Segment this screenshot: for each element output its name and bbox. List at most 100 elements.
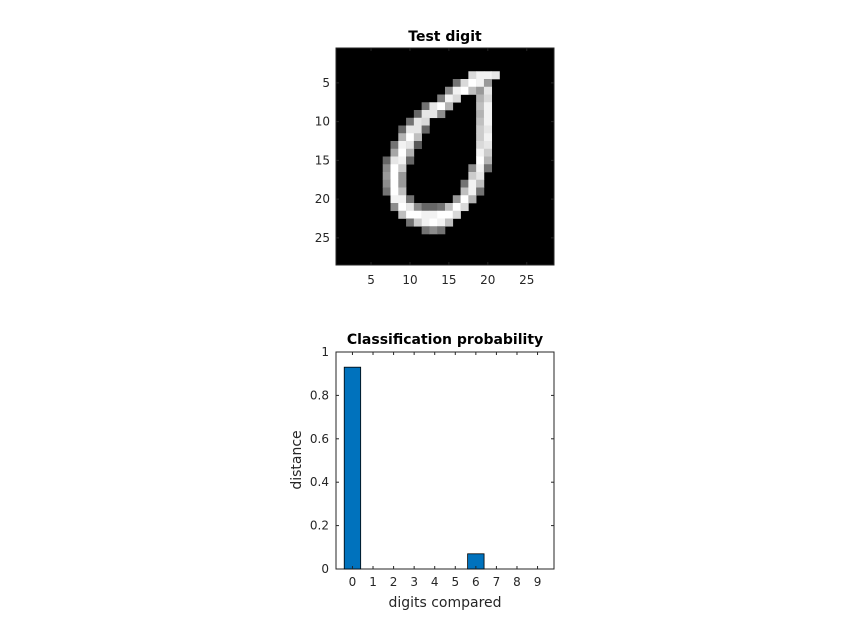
image-pixel [421,110,430,119]
image-pixel [483,86,493,95]
image-pixel [476,86,485,95]
image-y-axis: 5 10 15 20 25 [315,76,554,245]
image-x-axis: 5 10 15 20 25 [367,48,534,287]
bar-y-tick-label: 0.4 [310,475,329,489]
image-pixel [445,210,454,219]
test-digit-title: Test digit [408,29,482,45]
image-pixel [406,125,415,134]
image-pixel [476,125,485,134]
image-pixel [483,102,493,111]
bar-y-axis: 0 0.2 0.4 0.6 0.8 1 [310,345,554,576]
image-pixel [382,172,391,181]
image-pixel [483,79,493,88]
image-pixel [382,187,391,196]
image-pixel [398,156,407,165]
image-pixel [413,133,422,142]
image-y-tick-label: 25 [315,231,330,245]
image-pixel [429,203,438,212]
image-pixel [476,110,485,119]
image-pixel [406,117,415,126]
image-pixel [382,156,391,165]
image-pixel [421,210,430,219]
bar-y-tick-label: 1 [321,345,329,359]
digit-image [382,71,500,235]
image-pixel [452,203,461,212]
bar-x-tick-label: 1 [369,575,377,589]
image-pixel [398,148,407,157]
image-pixel [398,203,407,212]
image-pixel [398,210,407,219]
image-pixel [398,187,407,196]
image-pixel [483,94,493,103]
image-pixel [429,210,438,219]
image-pixel [468,187,477,196]
classification-title: Classification probability [347,332,543,348]
image-pixel [390,164,399,173]
image-pixel [445,203,454,212]
image-pixel [483,110,493,119]
image-pixel [382,164,391,173]
image-x-tick-label: 15 [441,273,456,287]
image-pixel [476,133,485,142]
image-pixel [452,195,461,204]
bar-x-tick-label: 6 [472,575,480,589]
image-pixel [398,172,407,181]
bar-x-tick-label: 2 [390,575,398,589]
image-pixel [468,86,477,95]
image-pixel [382,179,391,188]
image-y-tick-label: 10 [315,115,330,129]
image-pixel [437,110,446,119]
image-pixel [406,203,415,212]
image-pixel [390,148,399,157]
image-pixel [476,141,485,150]
image-pixel [429,226,438,235]
image-pixel [390,195,399,204]
image-pixel [460,187,469,196]
image-pixel [406,141,415,150]
bar-y-tick-label: 0.6 [310,432,329,446]
bar-y-tick-label: 0.2 [310,519,329,533]
image-frame [335,47,555,266]
image-pixel [406,218,415,227]
image-pixel [476,164,485,173]
bar-plot-area [335,351,555,570]
image-x-tick-label: 20 [480,273,495,287]
image-pixel [398,141,407,150]
image-pixel [483,164,493,173]
image-pixel [406,156,415,165]
image-pixel [445,86,454,95]
image-pixel [406,210,415,219]
image-pixel [445,94,454,103]
image-pixel [476,148,485,157]
image-pixel [413,218,422,227]
bar-y-tick-label: 0 [321,562,329,576]
image-pixel [476,71,485,80]
image-pixel [476,102,485,111]
image-x-tick-label: 25 [519,273,534,287]
bar-x-tick-label: 4 [431,575,439,589]
image-pixel [452,79,461,88]
bar-x-tick-label: 0 [349,575,357,589]
image-pixel [476,172,485,181]
image-pixel [406,195,415,204]
image-pixel [468,179,477,188]
image-pixel [429,110,438,119]
image-pixel [421,203,430,212]
image-y-tick-label: 5 [322,76,330,90]
image-pixel [421,117,430,126]
image-pixel [398,195,407,204]
image-pixel [421,218,430,227]
image-pixel [468,164,477,173]
image-pixel [421,125,430,134]
image-pixel [429,102,438,111]
image-pixel [413,203,422,212]
image-pixel [460,79,469,88]
image-pixel [413,141,422,150]
image-pixel [421,102,430,111]
image-pixel [491,71,500,80]
image-pixel [406,148,415,157]
image-pixel [476,94,485,103]
image-y-tick-label: 20 [315,192,330,206]
image-pixel [398,164,407,173]
